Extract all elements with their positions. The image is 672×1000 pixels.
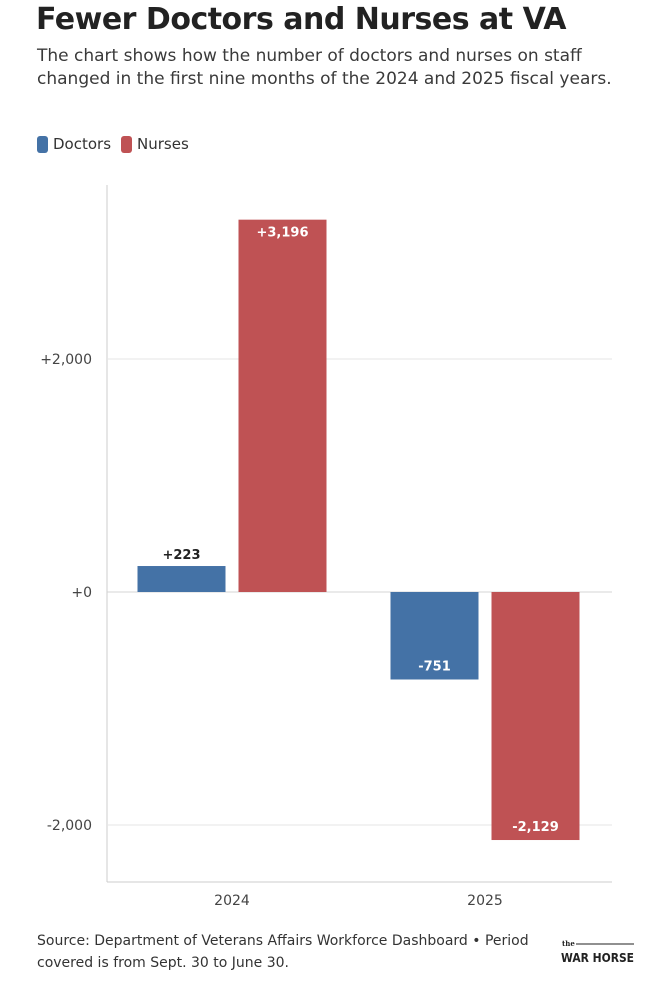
svg-text:the: the — [562, 939, 575, 948]
doctors-bar-2024 — [137, 566, 226, 592]
war-horse-logo: the WAR HORSE — [561, 939, 634, 965]
legend-label-nurses: Nurses — [137, 135, 189, 153]
legend-item-doctors: Doctors — [37, 135, 111, 153]
x-tick-label: 2024 — [214, 893, 250, 909]
legend-label-doctors: Doctors — [53, 135, 112, 153]
chart-subtitle: The chart shows how the number of doctor… — [37, 46, 612, 89]
nurses-bar-2025 — [491, 592, 580, 841]
doctors-bar-2025 — [390, 592, 479, 680]
legend-swatch-doctors — [37, 135, 48, 153]
legend-swatch-nurses — [121, 135, 133, 153]
data-label: +223 — [162, 548, 200, 563]
y-tick-label: -2,000 — [47, 818, 92, 834]
bar-chart: -2,000 +0 +2,000 2024 +223 +3,196 2025 -751 -2,1… — [40, 185, 612, 909]
nurses-bar-2024 — [238, 219, 327, 592]
legend-item-nurses: Nurses — [121, 135, 189, 153]
chart-title: Fewer Doctors and Nurses at VA — [36, 2, 566, 37]
source-note: Source: Department of Veterans Affairs W… — [37, 933, 529, 971]
data-label: -751 — [418, 659, 451, 674]
y-tick-label: +0 — [71, 585, 92, 601]
y-tick-label: +2,000 — [40, 352, 92, 368]
svg-text:WAR HORSE: WAR HORSE — [561, 951, 634, 965]
data-label: +3,196 — [256, 226, 308, 241]
data-label: -2,129 — [512, 820, 559, 835]
x-tick-label: 2025 — [467, 893, 503, 909]
legend: Doctors Nurses — [37, 135, 199, 153]
